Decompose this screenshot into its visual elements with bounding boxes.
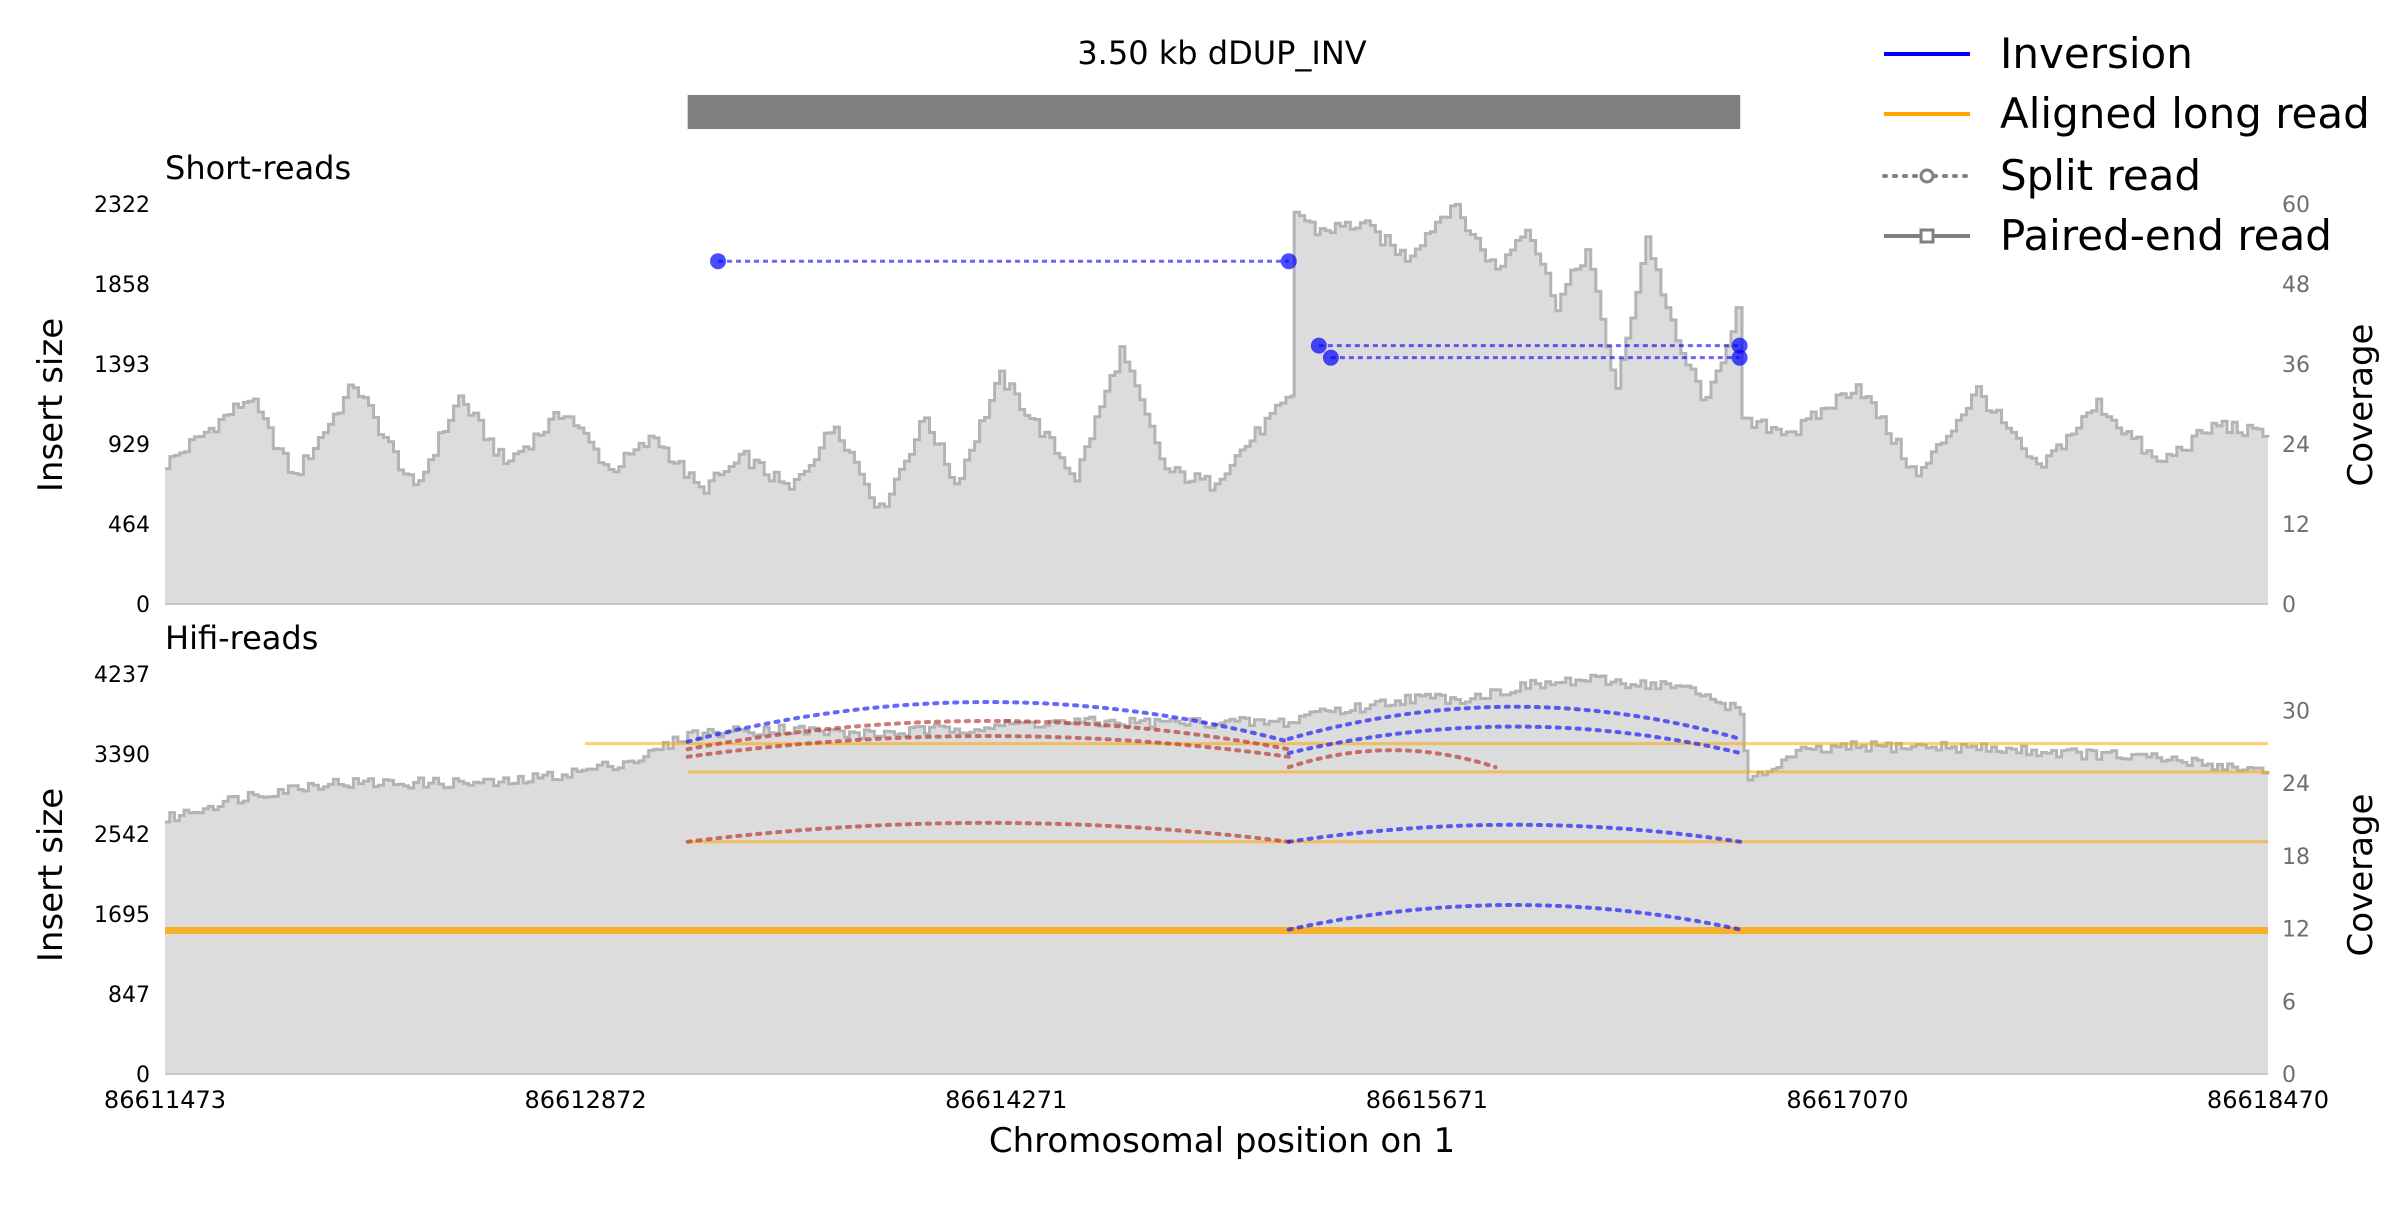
split-read-arc bbox=[1286, 704, 1743, 741]
y2-tick-label: 18 bbox=[2282, 845, 2310, 870]
coverage-area bbox=[165, 675, 2268, 1074]
y-tick-label: 2322 bbox=[94, 193, 150, 218]
legend-label-split-read: Split read bbox=[2000, 151, 2201, 200]
split-read-end-point bbox=[1280, 253, 1297, 270]
legend: Inversion Aligned long read Split read P… bbox=[1882, 29, 2370, 260]
split-read-arc bbox=[685, 734, 1291, 759]
y2-tick-label: 36 bbox=[2282, 353, 2310, 378]
x-tick-label: 86615671 bbox=[1366, 1086, 1488, 1114]
y-tick-label: 1393 bbox=[94, 353, 150, 378]
y2-tick-label: 12 bbox=[2282, 513, 2310, 538]
short-reads-y2-axis-label: Coverage bbox=[2341, 324, 2381, 487]
legend-label-paired-end-read: Paired-end read bbox=[2000, 211, 2332, 260]
sv-title: 3.50 kb dDUP_INV bbox=[1077, 34, 1366, 72]
y-tick-label: 0 bbox=[136, 1063, 150, 1088]
short-reads-panel-title: Short-reads bbox=[165, 149, 351, 187]
y2-tick-label: 12 bbox=[2282, 918, 2310, 943]
x-tick-label: 86614271 bbox=[945, 1086, 1067, 1114]
split-read-arc bbox=[685, 718, 1291, 752]
legend-entry-paired-end-read: Paired-end read bbox=[1884, 211, 2332, 260]
y2-tick-label: 6 bbox=[2282, 990, 2296, 1015]
x-tick-label: 86617070 bbox=[1786, 1086, 1908, 1114]
split-read-arc bbox=[1286, 724, 1743, 756]
legend-marker-split-read bbox=[1919, 168, 1935, 184]
y-tick-label: 929 bbox=[108, 433, 150, 458]
split-read-arc bbox=[685, 820, 1291, 844]
y-tick-label: 2542 bbox=[94, 823, 150, 848]
y-tick-label: 847 bbox=[108, 983, 150, 1008]
y2-tick-label: 60 bbox=[2282, 193, 2310, 218]
y-tick-label: 4237 bbox=[94, 663, 150, 688]
y-tick-label: 1695 bbox=[94, 903, 150, 928]
legend-entry-split-read: Split read bbox=[1882, 151, 2201, 200]
sv-span-bar bbox=[687, 95, 1741, 129]
hifi-reads-y2-axis-label: Coverage bbox=[2341, 794, 2381, 957]
y-tick-label: 464 bbox=[108, 513, 150, 538]
legend-entry-inversion: Inversion bbox=[1884, 29, 2193, 78]
hifi-reads-panel-title: Hifi-reads bbox=[165, 619, 318, 657]
split-read-start-point bbox=[1310, 337, 1327, 354]
y-tick-label: 0 bbox=[136, 593, 150, 618]
legend-label-aligned-long-read: Aligned long read bbox=[2000, 89, 2370, 138]
y2-tick-label: 48 bbox=[2282, 273, 2310, 298]
coverage-area bbox=[165, 204, 2268, 604]
hifi-reads-y-axis-label: Insert size bbox=[31, 788, 71, 962]
legend-entry-aligned-long-read: Aligned long read bbox=[1884, 89, 2370, 138]
split-read-end-point bbox=[1731, 349, 1748, 366]
hifi-reads-panel: 0 847 1695 2542 3390 4237 0 6 12 18 24 30 bbox=[94, 663, 2310, 1088]
x-axis-label: Chromosomal position on 1 bbox=[989, 1121, 1455, 1161]
short-reads-y-axis-label: Insert size bbox=[31, 318, 71, 492]
coverage-line bbox=[165, 202, 2270, 509]
y2-tick-label: 0 bbox=[2282, 1063, 2296, 1088]
x-tick-label: 86612872 bbox=[525, 1086, 647, 1114]
y2-tick-label: 24 bbox=[2282, 433, 2310, 458]
split-read-start-point bbox=[710, 253, 727, 270]
split-read-arc bbox=[1286, 748, 1498, 770]
split-read-arc bbox=[1286, 822, 1743, 844]
x-tick-label: 86611473 bbox=[104, 1086, 226, 1114]
split-read-start-point bbox=[1322, 349, 1339, 366]
y-tick-label: 1858 bbox=[94, 273, 150, 298]
split-read-end-point bbox=[1731, 337, 1748, 354]
y-tick-label: 3390 bbox=[94, 743, 150, 768]
y2-tick-label: 24 bbox=[2282, 772, 2310, 797]
x-tick-label: 86618470 bbox=[2207, 1086, 2329, 1114]
split-read-arc bbox=[1286, 903, 1743, 932]
short-reads-panel: 0 464 929 1393 1858 2322 0 12 24 36 48 60 bbox=[94, 193, 2310, 618]
panels-layer: 0464929139318582322012243648600847169525… bbox=[94, 193, 2329, 1114]
y2-tick-label: 0 bbox=[2282, 593, 2296, 618]
split-read-arc bbox=[685, 700, 1291, 744]
legend-label-inversion: Inversion bbox=[2000, 29, 2193, 78]
y2-tick-label: 30 bbox=[2282, 699, 2310, 724]
legend-marker-paired-end-read bbox=[1919, 228, 1935, 244]
